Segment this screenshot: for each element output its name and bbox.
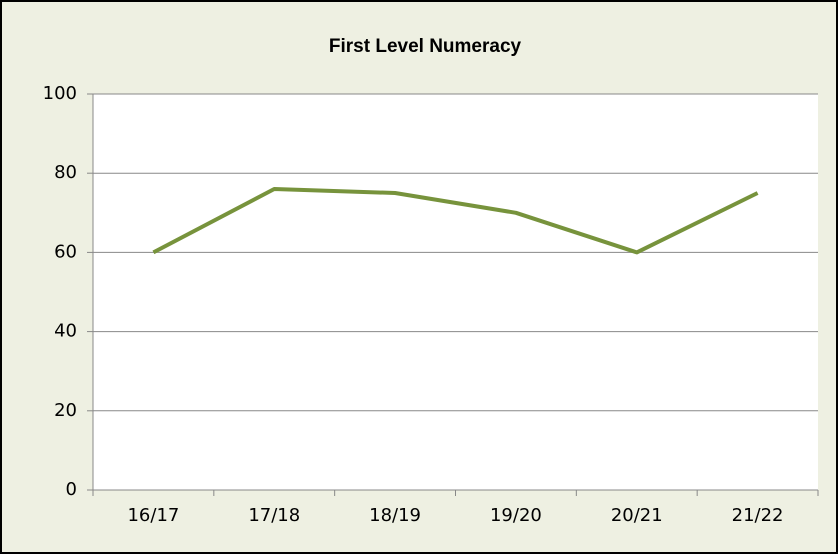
x-tick-label: 18/19 bbox=[369, 505, 421, 526]
data-line bbox=[152, 187, 759, 255]
x-tick-label: 21/22 bbox=[732, 505, 784, 526]
y-tick-label: 20 bbox=[54, 400, 77, 421]
x-tick-label: 16/17 bbox=[127, 505, 179, 526]
chart-title: First Level Numeracy bbox=[329, 36, 522, 57]
y-tick-label: 40 bbox=[54, 321, 77, 342]
x-tick-label: 19/20 bbox=[490, 505, 542, 526]
y-tick-label: 0 bbox=[66, 479, 77, 500]
y-tick-label: 60 bbox=[54, 241, 77, 262]
x-tick-label: 20/21 bbox=[611, 505, 663, 526]
x-tick-label: 17/18 bbox=[248, 505, 300, 526]
plot-area bbox=[93, 94, 818, 490]
y-tick-label: 100 bbox=[43, 83, 77, 104]
y-tick-label: 80 bbox=[54, 162, 77, 183]
